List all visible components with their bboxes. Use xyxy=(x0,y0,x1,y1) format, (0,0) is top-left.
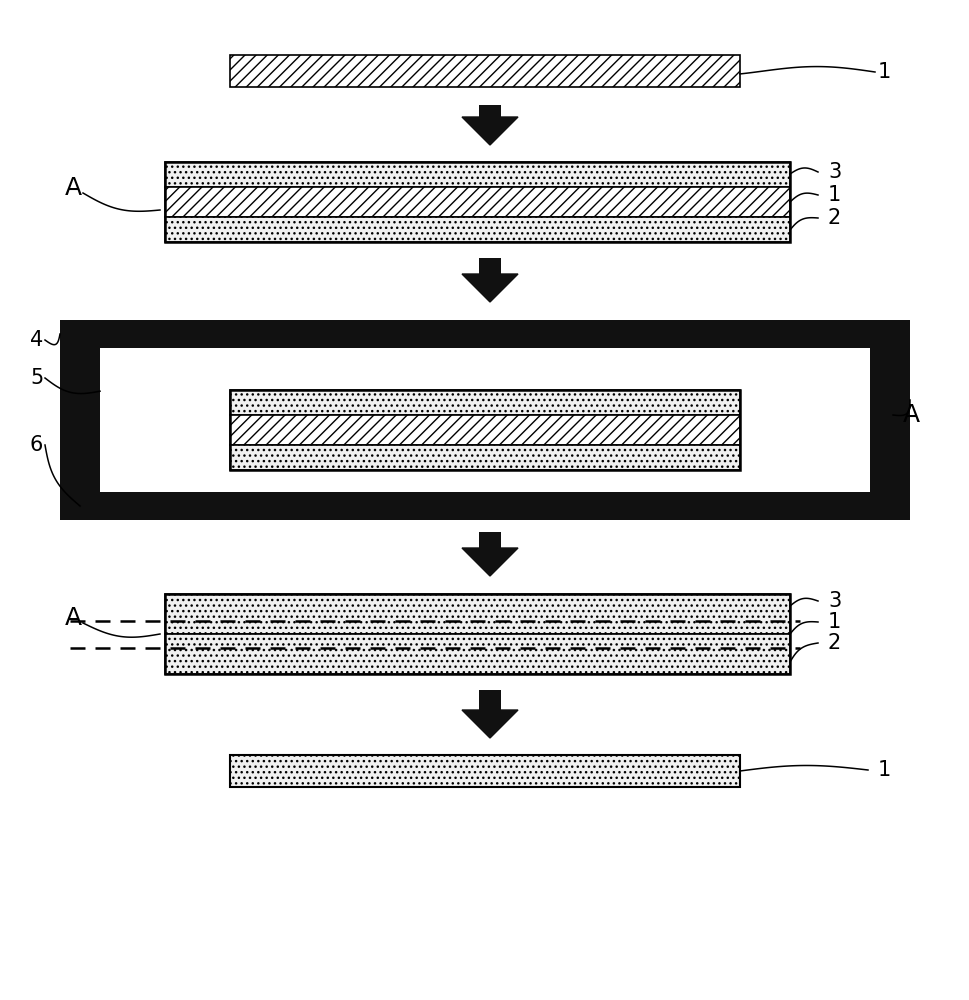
Bar xyxy=(60,492,910,520)
Polygon shape xyxy=(462,117,518,145)
Bar xyxy=(230,390,740,415)
Bar xyxy=(60,320,910,348)
Bar xyxy=(165,217,790,242)
Bar xyxy=(230,445,740,470)
Text: A: A xyxy=(65,176,82,200)
Bar xyxy=(165,594,790,674)
Bar xyxy=(230,755,740,787)
Bar xyxy=(230,755,740,787)
Bar xyxy=(230,415,740,445)
Text: 1: 1 xyxy=(828,185,841,205)
Text: 3: 3 xyxy=(828,591,841,611)
Text: 1: 1 xyxy=(878,760,891,780)
Text: 4: 4 xyxy=(30,330,44,350)
Text: 2: 2 xyxy=(828,208,841,228)
Polygon shape xyxy=(462,548,518,576)
Text: 5: 5 xyxy=(30,368,44,388)
Bar xyxy=(165,162,790,242)
Text: 2: 2 xyxy=(828,633,841,653)
Text: 3: 3 xyxy=(828,162,841,182)
Bar xyxy=(479,258,501,274)
Polygon shape xyxy=(462,710,518,738)
Text: A: A xyxy=(65,606,82,630)
Polygon shape xyxy=(462,274,518,302)
Text: 6: 6 xyxy=(30,435,44,455)
Text: A: A xyxy=(903,403,921,427)
Bar xyxy=(165,162,790,187)
Bar xyxy=(479,105,501,117)
Bar xyxy=(60,320,100,520)
Bar xyxy=(230,55,740,87)
Bar xyxy=(479,690,501,710)
Bar xyxy=(165,634,790,674)
Bar xyxy=(165,594,790,634)
Bar xyxy=(230,390,740,470)
Text: 1: 1 xyxy=(828,612,841,632)
Bar xyxy=(479,532,501,548)
Text: 1: 1 xyxy=(878,62,891,82)
Bar xyxy=(165,187,790,217)
Bar xyxy=(870,320,910,520)
